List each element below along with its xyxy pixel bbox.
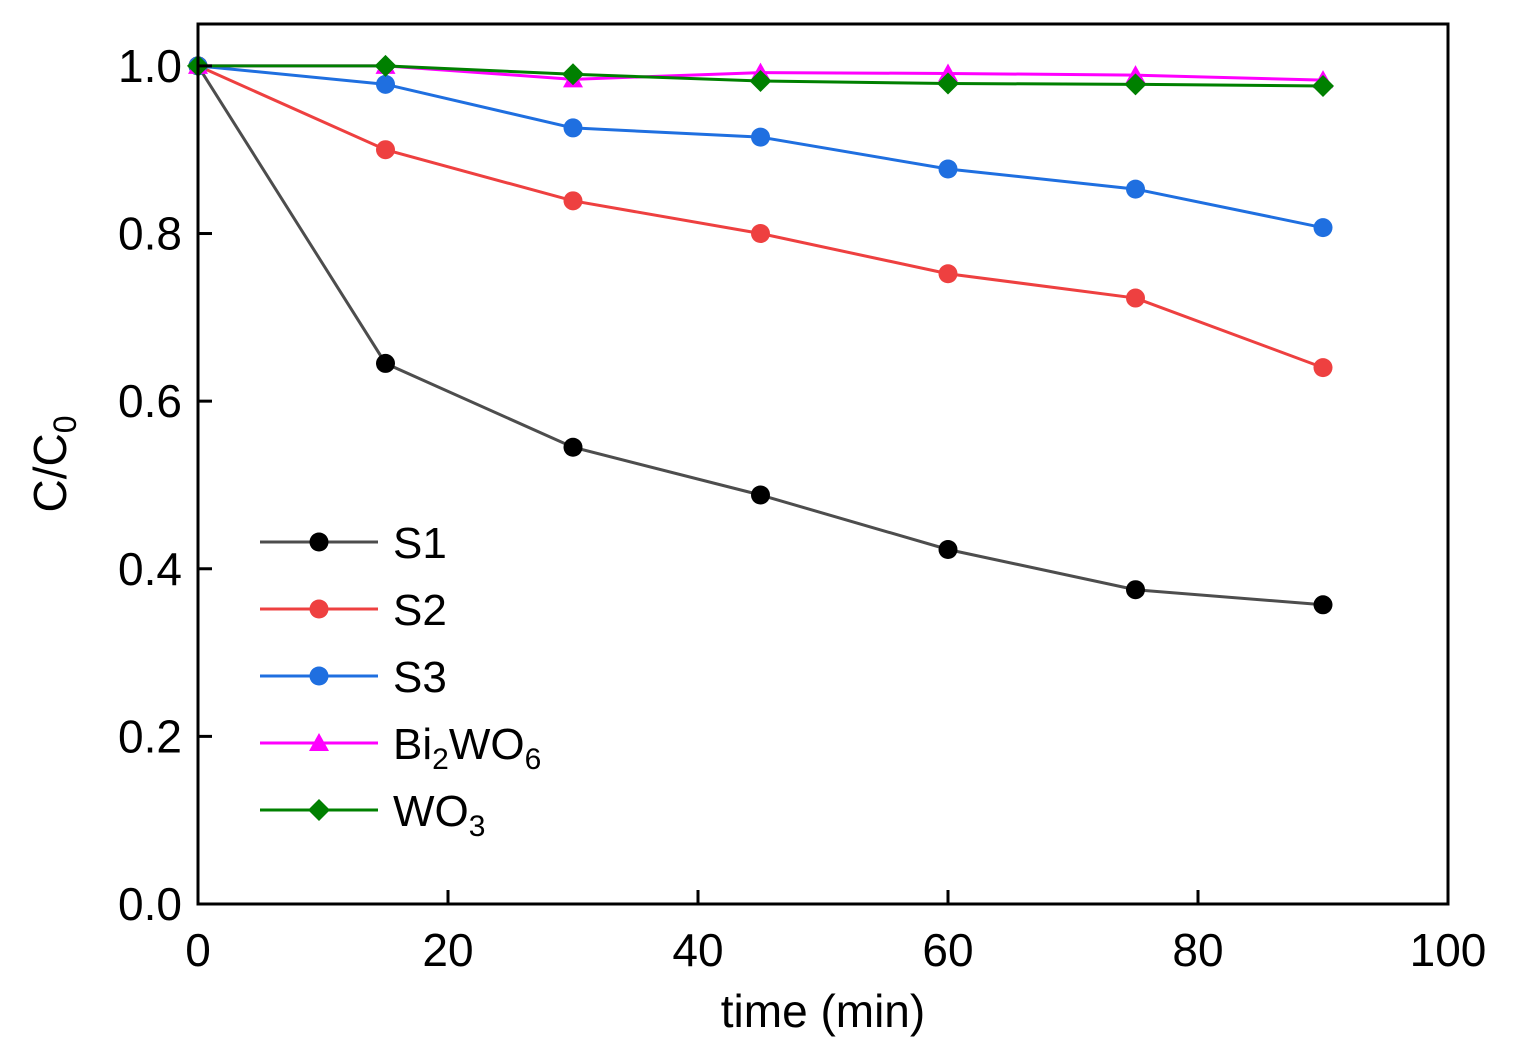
- data-point-s3: [1313, 218, 1333, 238]
- data-point-bi2wo6: [938, 63, 958, 82]
- x-tick-label: 0: [185, 924, 211, 976]
- data-point-s1: [751, 485, 770, 505]
- legend-label: S2: [393, 586, 447, 635]
- data-point-s2: [563, 191, 583, 211]
- data-point-wo3: [1312, 75, 1334, 98]
- series-s2: [188, 56, 1333, 378]
- legend: S1 S2 S3 Bi2WO6 WO3: [260, 519, 541, 843]
- series-line-s2: [197, 64, 1324, 370]
- legend-marker: [309, 599, 329, 619]
- x-tick-label: 80: [1172, 924, 1223, 976]
- legend-label: Bi2WO6: [393, 720, 541, 776]
- data-point-s3: [1126, 179, 1145, 199]
- legend-marker: [308, 799, 330, 821]
- legend-item-s3: S3: [260, 653, 447, 702]
- legend-item-wo3: WO3: [260, 787, 485, 843]
- y-tick-label: 0.6: [118, 375, 182, 427]
- data-point-wo3: [374, 54, 397, 77]
- data-point-s2: [1313, 358, 1333, 378]
- data-point-s2: [1126, 288, 1145, 308]
- data-point-s2: [938, 264, 958, 284]
- data-point-s2: [376, 140, 395, 160]
- y-axis: 0.0 0.2 0.4 0.6 0.8 1.0: [118, 40, 212, 930]
- y-tick-label: 0.4: [118, 543, 182, 595]
- y-axis-title: C/C0: [24, 415, 83, 512]
- legend-item-bi2wo6: Bi2WO6: [260, 720, 541, 776]
- legend-marker: [309, 666, 329, 686]
- legend-marker: [309, 532, 329, 552]
- data-point-s3: [751, 127, 770, 147]
- legend-marker: [309, 733, 329, 751]
- plot-frame: [196, 22, 1450, 906]
- data-point-wo3: [937, 72, 959, 95]
- legend-label: S1: [393, 519, 447, 568]
- legend-label: S3: [393, 653, 447, 702]
- series-line-s1: [196, 65, 1324, 607]
- x-tick-label: 100: [1410, 924, 1487, 976]
- y-tick-label: 0.0: [118, 878, 182, 930]
- y-tick-label: 1.0: [118, 40, 182, 92]
- data-point-s2: [751, 224, 770, 244]
- data-point-s3: [376, 74, 395, 94]
- legend-item-s1: S1: [260, 519, 447, 568]
- data-point-s3: [938, 159, 958, 179]
- data-point-s1: [376, 353, 395, 373]
- y-tick-label: 0.2: [118, 710, 182, 762]
- data-point-s1: [1126, 580, 1145, 600]
- series-wo3: [187, 54, 1334, 98]
- data-point-s1: [938, 539, 958, 559]
- data-point-s3: [563, 118, 583, 138]
- y-tick-label: 0.8: [118, 208, 182, 260]
- data-point-wo3: [1124, 73, 1147, 96]
- data-point-s1: [1313, 595, 1333, 615]
- legend-item-s2: S2: [260, 586, 447, 635]
- x-tick-label: 60: [922, 924, 973, 976]
- x-tick-label: 40: [672, 924, 723, 976]
- data-point-wo3: [749, 69, 772, 92]
- x-axis: 0 20 40 60 80 100: [185, 890, 1486, 976]
- x-tick-label: 20: [422, 924, 473, 976]
- plot-series: [187, 54, 1334, 615]
- x-axis-title: time (min): [721, 985, 925, 1037]
- series-s1: [188, 56, 1333, 615]
- legend-label: WO3: [393, 787, 485, 843]
- data-point-wo3: [562, 63, 584, 86]
- data-point-s1: [563, 437, 583, 457]
